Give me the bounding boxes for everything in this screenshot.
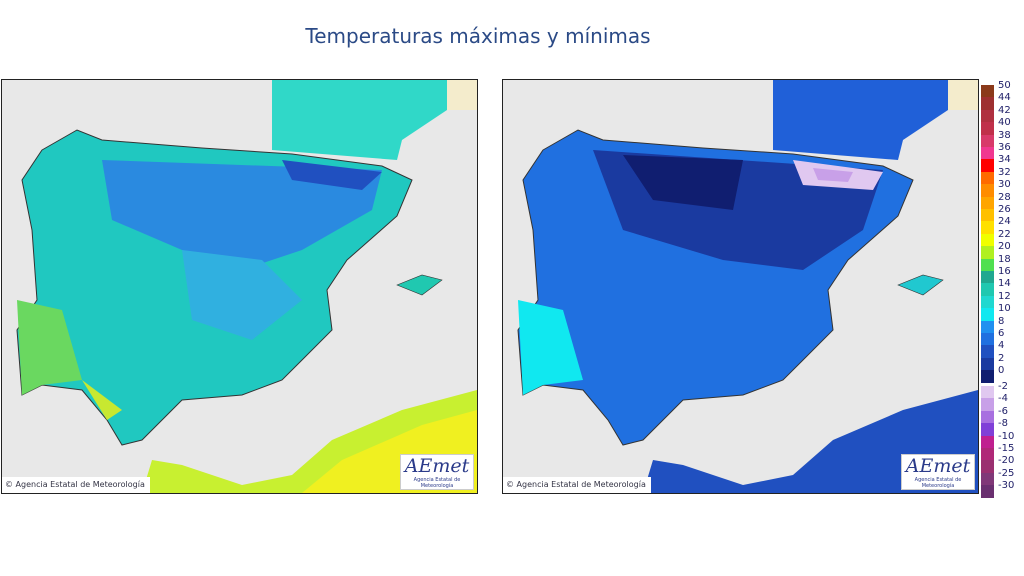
copyright-label: © Agencia Estatal de Meteorología <box>2 477 150 493</box>
legend-label: 12 <box>998 290 1011 302</box>
legend-label: 4 <box>998 340 1005 352</box>
max-temperature-field <box>16 80 477 493</box>
legend-swatch <box>981 283 994 296</box>
legend-label: -20 <box>998 455 1015 467</box>
legend-swatch <box>981 271 994 284</box>
legend-swatch <box>981 448 994 461</box>
min-temperature-map: © Agencia Estatal de Meteorología AEmet A… <box>502 79 979 494</box>
legend-label: 16 <box>998 266 1011 277</box>
legend-label: -2 <box>998 381 1008 392</box>
legend-label: 30 <box>998 179 1011 191</box>
legend-label: 34 <box>998 154 1011 166</box>
legend-label: 18 <box>998 253 1011 265</box>
legend-swatch <box>981 246 994 259</box>
min-temperature-field <box>517 80 978 493</box>
legend-label: 38 <box>998 129 1011 141</box>
legend-swatch <box>981 460 994 473</box>
legend-swatch <box>981 472 994 486</box>
legend-swatch <box>981 85 994 98</box>
legend-label: 2 <box>998 352 1005 364</box>
legend-label: 42 <box>998 104 1011 116</box>
legend-swatch <box>981 308 994 321</box>
legend-swatch <box>981 398 994 411</box>
legend-label: -10 <box>998 430 1015 442</box>
legend-label: 24 <box>998 216 1011 228</box>
copyright-label: © Agencia Estatal de Meteorología <box>503 477 651 493</box>
legend-swatch <box>981 97 994 110</box>
legend-label: 6 <box>998 328 1005 339</box>
aemet-logo: AEmet Agencia Estatal de Meteorología <box>400 454 474 490</box>
aemet-logo: AEmet Agencia Estatal de Meteorología <box>901 454 975 490</box>
legend-swatch <box>981 196 994 209</box>
legend-swatch <box>981 295 994 309</box>
legend-label: -8 <box>998 418 1008 430</box>
legend-swatch <box>981 134 994 147</box>
legend-label: -15 <box>998 443 1015 454</box>
legend-swatch <box>981 333 994 346</box>
legend-label: 36 <box>998 142 1011 153</box>
legend-label: 10 <box>998 303 1011 315</box>
legend-label: -4 <box>998 393 1008 405</box>
legend-swatch <box>981 485 994 498</box>
legend-label: -30 <box>998 480 1015 492</box>
legend-label: 44 <box>998 92 1011 104</box>
legend-label: 14 <box>998 278 1011 290</box>
legend-swatch <box>981 320 994 333</box>
legend-label: -25 <box>998 467 1015 479</box>
legend-swatch <box>981 357 994 371</box>
legend-swatch <box>981 410 994 424</box>
legend-label: 28 <box>998 191 1011 203</box>
legend-label: 40 <box>998 117 1011 129</box>
legend-swatch <box>981 171 994 185</box>
legend-swatch <box>981 435 994 448</box>
legend-label: 8 <box>998 315 1005 327</box>
legend-label: -6 <box>998 405 1008 417</box>
legend-label: 20 <box>998 241 1011 253</box>
legend-swatch <box>981 370 994 383</box>
legend-swatch <box>981 258 994 271</box>
legend-swatch <box>981 147 994 160</box>
legend-label: 50 <box>998 80 1011 91</box>
legend-swatch <box>981 184 994 197</box>
legend-label: 26 <box>998 204 1011 215</box>
legend-swatch <box>981 345 994 358</box>
legend-label: 22 <box>998 228 1011 240</box>
legend-swatch <box>981 221 994 234</box>
legend-label: 0 <box>998 365 1005 377</box>
legend-swatch <box>981 423 994 436</box>
max-temperature-map: © Agencia Estatal de Meteorología AEmet A… <box>1 79 478 494</box>
legend-swatch <box>981 159 994 172</box>
legend-swatch <box>981 109 994 123</box>
legend-swatch <box>981 386 994 399</box>
legend-label: 32 <box>998 166 1011 178</box>
legend-swatch <box>981 209 994 222</box>
legend-swatch <box>981 122 994 135</box>
legend-swatch <box>981 233 994 247</box>
page-title: Temperaturas máximas y mínimas <box>305 24 651 48</box>
